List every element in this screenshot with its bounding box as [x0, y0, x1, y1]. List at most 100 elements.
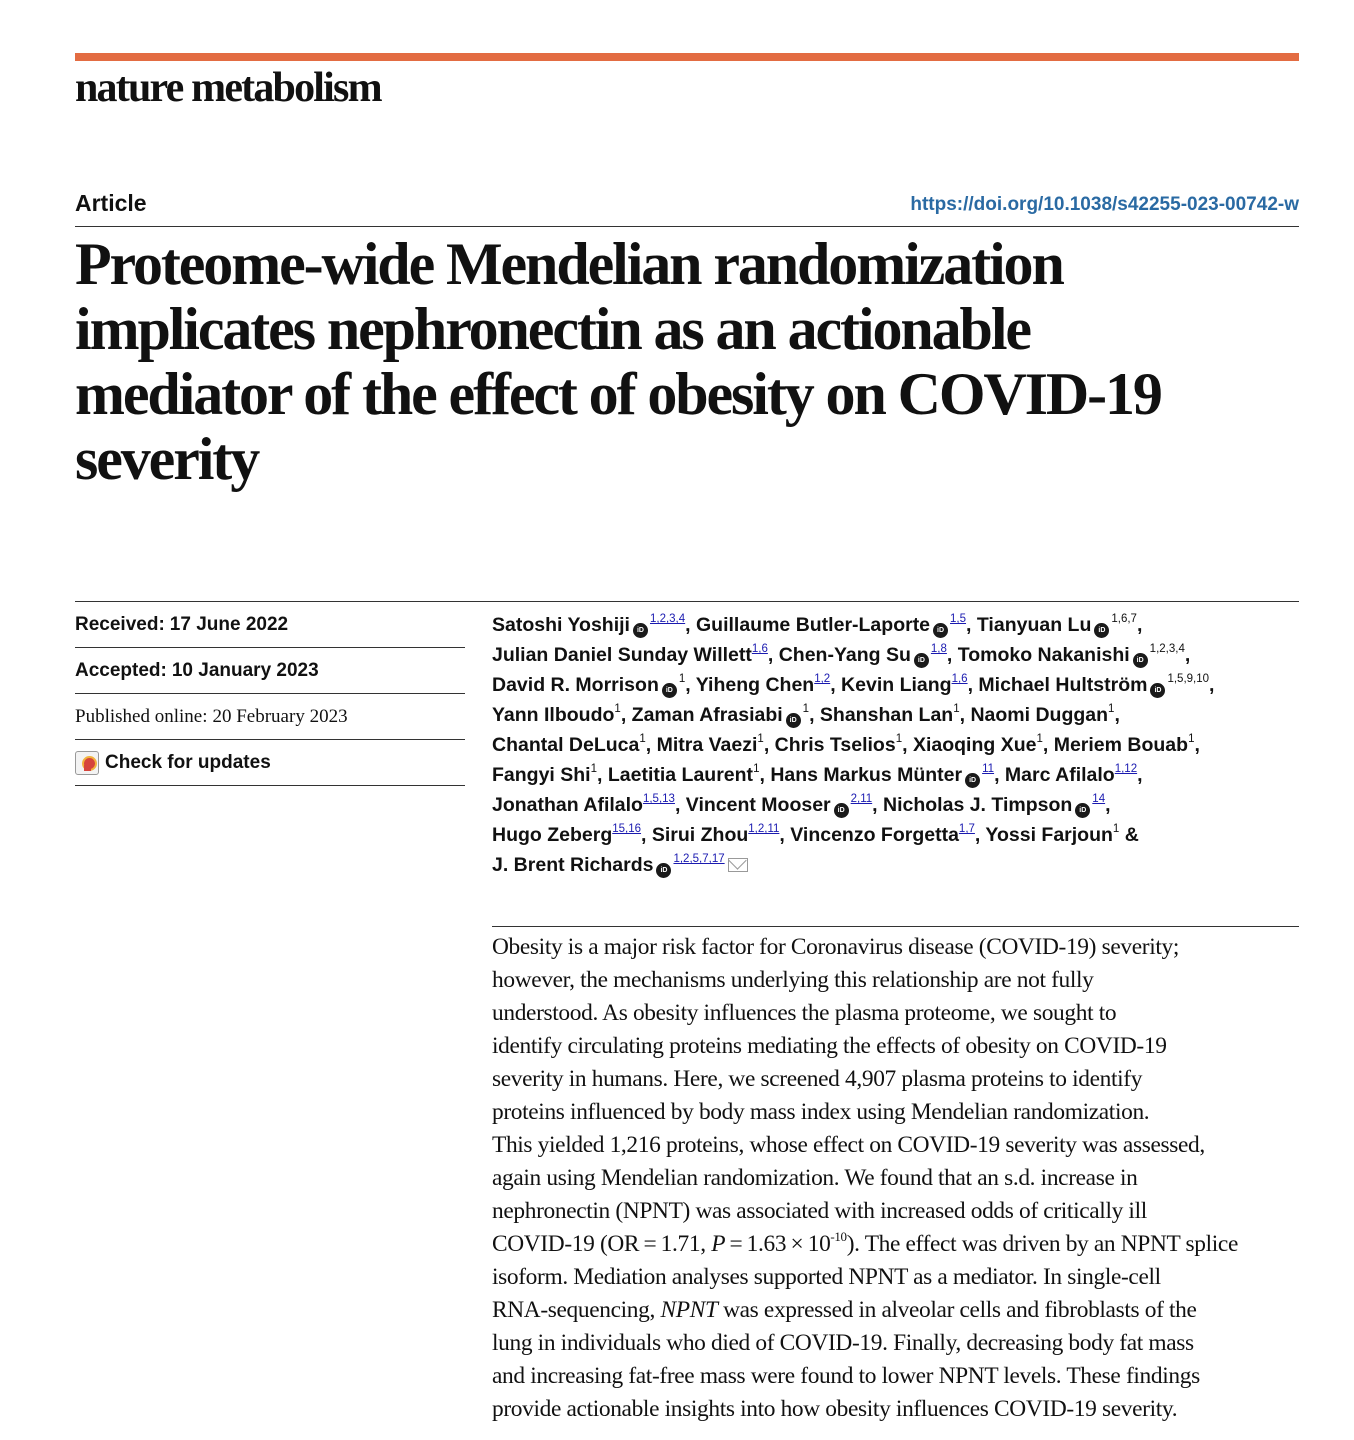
author-name[interactable]: Chantal DeLuca — [492, 734, 640, 756]
author-name[interactable]: Chris Tselios — [774, 734, 896, 756]
author-name[interactable]: Jonathan Afilalo — [492, 794, 643, 816]
author-separator: , — [763, 734, 775, 756]
author-affiliation: 1,2,3,4 — [1149, 643, 1185, 655]
author-name[interactable]: Mitra Vaezi — [656, 734, 758, 756]
author-name[interactable]: Laetitia Laurent — [607, 764, 754, 786]
author-affiliation: 1 — [802, 703, 810, 715]
author-list: Satoshi Yoshiji iD1,2,3,4, Guillaume Butl… — [492, 610, 1302, 880]
author-affiliation: 1,5,9,10 — [1167, 673, 1210, 685]
author-affiliation: 1 — [1108, 703, 1115, 715]
author-line: Hugo Zeberg15,16, Sirui Zhou1,2,11, Vinc… — [492, 820, 1302, 850]
author-affiliation: 1 — [590, 763, 598, 775]
author-name[interactable]: David R. Morrison — [492, 674, 659, 696]
orcid-icon[interactable]: iD — [1150, 683, 1166, 698]
author-name[interactable]: Yann Ilboudo — [492, 704, 615, 726]
author-affiliation[interactable]: 1,8 — [930, 643, 947, 655]
author-name[interactable]: Shanshan Lan — [819, 704, 954, 726]
author-name[interactable]: Michael Hultström — [978, 674, 1148, 696]
orcid-icon[interactable]: iD — [933, 623, 949, 638]
author-name[interactable]: Tianyuan Lu — [976, 614, 1092, 636]
author-name[interactable]: Kevin Liang — [841, 674, 952, 696]
section-divider — [75, 601, 1299, 602]
author-affiliation[interactable]: 11 — [982, 763, 995, 775]
author-name[interactable]: Hugo Zeberg — [492, 824, 613, 846]
author-name[interactable]: Xiaoqing Xue — [912, 734, 1037, 756]
author-affiliation: 1 — [757, 733, 764, 745]
author-affiliation[interactable]: 1,2,11 — [748, 823, 780, 835]
author-separator: , — [759, 764, 771, 786]
author-affiliation[interactable]: 1,12 — [1114, 763, 1138, 775]
author-name[interactable]: J. Brent Richards — [492, 854, 654, 876]
check-for-updates-button[interactable]: Check for updates — [75, 740, 465, 786]
author-name[interactable]: Vincent Mooser — [685, 794, 831, 816]
author-name[interactable]: Meriem Bouab — [1053, 734, 1189, 756]
doi-link[interactable]: https://doi.org/10.1038/s42255-023-00742… — [910, 194, 1299, 215]
author-name[interactable]: Chen-Yang Su — [778, 644, 911, 666]
author-affiliation[interactable]: 1,5 — [950, 613, 967, 625]
author-affiliation[interactable]: 2,11 — [850, 793, 873, 805]
abstract-line: severity in humans. Here, we screened 4,… — [492, 1066, 1143, 1092]
orcid-icon[interactable]: iD — [1132, 653, 1148, 668]
author-separator: , — [1136, 614, 1143, 636]
italic-term: P — [711, 1231, 726, 1257]
author-line: J. Brent Richards iD1,2,5,7,17 — [492, 850, 1302, 880]
author-name[interactable]: Zaman Afrasiabi — [631, 704, 783, 726]
orcid-icon[interactable]: iD — [1094, 623, 1110, 638]
author-affiliation: 1 — [895, 733, 903, 745]
author-separator: , — [1105, 794, 1111, 816]
author-name[interactable]: Yossi Farjoun — [985, 824, 1113, 846]
article-history: Received: 17 June 2022 Accepted: 10 Januar… — [75, 602, 465, 786]
author-affiliation: 1 — [953, 703, 960, 715]
author-separator: , — [1042, 734, 1054, 756]
author-separator: , — [830, 674, 842, 696]
author-name[interactable]: Julian Daniel Sunday Willett — [492, 644, 752, 666]
orcid-icon[interactable]: iD — [656, 863, 672, 878]
author-line: Yann Ilboudo1, Zaman Afrasiabi iD1, Shans… — [492, 700, 1302, 730]
author-affiliation[interactable]: 1,6 — [751, 643, 768, 655]
author-affiliation[interactable]: 1,6 — [951, 673, 968, 685]
author-separator: , — [946, 644, 958, 666]
author-affiliation[interactable]: 1,2,3,4 — [649, 613, 686, 625]
author-affiliation: 1 — [678, 673, 686, 685]
author-affiliation[interactable]: 15,16 — [612, 823, 642, 835]
author-name[interactable]: Marc Afilalo — [1004, 764, 1115, 786]
title-line: implicates nephronectin as an actionable — [75, 296, 1032, 362]
author-name[interactable]: Nicholas J. Timpson — [883, 794, 1073, 816]
author-line: Jonathan Afilalo1,5,13, Vincent Mooser iD… — [492, 790, 1302, 820]
mail-icon[interactable] — [727, 858, 748, 872]
author-name[interactable]: Tomoko Nakanishi — [957, 644, 1130, 666]
author-affiliation[interactable]: 1,7 — [958, 823, 975, 835]
author-name[interactable]: Fangyi Shi — [492, 764, 591, 786]
abstract-line: and increasing fat-free mass were found … — [492, 1363, 1200, 1389]
author-affiliation[interactable]: 1,5,13 — [642, 793, 675, 805]
author-name[interactable]: Guillaume Butler-Laporte — [696, 614, 931, 636]
author-name[interactable]: Sirui Zhou — [651, 824, 749, 846]
author-affiliation: 1 — [753, 763, 760, 775]
author-name[interactable]: Yiheng Chen — [695, 674, 815, 696]
author-affiliation[interactable]: 1,2 — [814, 673, 831, 685]
orcid-icon[interactable]: iD — [1075, 803, 1091, 818]
abstract-line: again using Mendelian randomization. We … — [492, 1165, 1138, 1191]
abstract-line: however, the mechanisms underlying this … — [492, 967, 1094, 993]
author-separator: , — [641, 824, 652, 846]
author-separator: , — [1184, 644, 1191, 666]
abstract-divider — [492, 926, 1299, 927]
orcid-icon[interactable]: iD — [632, 623, 648, 638]
author-separator: , — [1114, 704, 1120, 726]
orcid-icon[interactable]: iD — [965, 773, 981, 788]
title-line: mediator of the effect of obesity on COV… — [75, 361, 1163, 427]
author-name[interactable]: Naomi Duggan — [970, 704, 1109, 726]
author-name[interactable]: Hans Markus Münter — [770, 764, 963, 786]
author-affiliation[interactable]: 14 — [1092, 793, 1106, 805]
author-affiliation[interactable]: 1,2,5,7,17 — [673, 853, 725, 865]
author-line: Chantal DeLuca1, Mitra Vaezi1, Chris Tse… — [492, 730, 1302, 760]
orcid-icon[interactable]: iD — [785, 713, 801, 728]
orcid-icon[interactable]: iD — [833, 803, 849, 818]
header-divider — [75, 226, 1299, 227]
orcid-icon[interactable]: iD — [913, 653, 929, 668]
author-separator: , — [685, 614, 696, 636]
orcid-icon[interactable]: iD — [661, 683, 677, 698]
article-type: Article — [75, 190, 147, 216]
author-name[interactable]: Satoshi Yoshiji — [492, 614, 630, 636]
author-name[interactable]: Vincenzo Forgetta — [790, 824, 959, 846]
